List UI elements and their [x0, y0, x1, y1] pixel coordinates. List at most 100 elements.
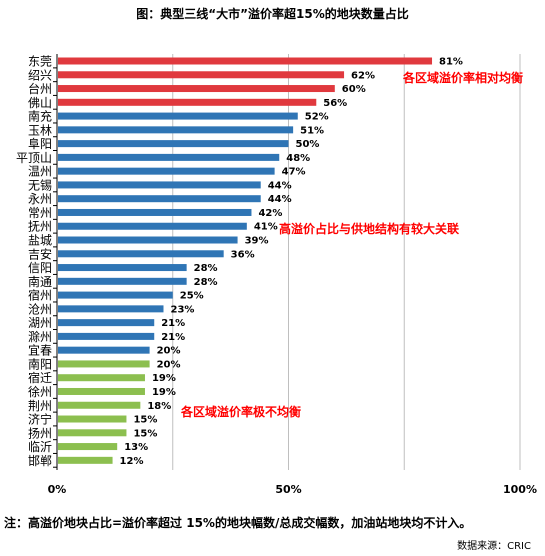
value-label: 21%: [161, 332, 185, 343]
bar: [58, 85, 335, 93]
bar: [58, 140, 289, 148]
bar: [58, 291, 173, 299]
category-label: 无锡: [28, 177, 52, 192]
value-label: 21%: [161, 318, 185, 329]
bar: [58, 181, 261, 189]
category-label: 济宁: [28, 412, 52, 427]
bar: [58, 429, 127, 437]
category-label: 南充: [28, 109, 52, 124]
bar: [58, 112, 298, 120]
bar: [58, 236, 238, 244]
bar: [58, 332, 155, 340]
bar: [58, 126, 294, 134]
value-label: 60%: [342, 84, 366, 95]
category-label: 阜阳: [28, 137, 52, 151]
bar: [58, 305, 164, 313]
category-label: 温州: [28, 165, 52, 179]
bar: [58, 208, 252, 216]
bar: [58, 360, 150, 368]
category-label: 佛山: [28, 96, 52, 110]
value-label: 44%: [268, 194, 292, 205]
value-label: 13%: [124, 442, 148, 453]
bar: [58, 222, 247, 230]
category-label: 抚州: [28, 220, 52, 234]
value-label: 28%: [194, 277, 218, 288]
category-label: 信阳: [28, 261, 52, 275]
category-label: 宿州: [28, 288, 52, 303]
value-label: 12%: [120, 456, 144, 467]
annotation-unbalanced: 各区域溢价率极不均衡: [180, 404, 301, 419]
bar: [58, 264, 187, 272]
category-label: 滁州: [28, 329, 52, 344]
value-label: 15%: [133, 415, 157, 426]
bar: [58, 57, 433, 65]
value-label: 52%: [305, 112, 329, 123]
category-label: 扬州: [28, 425, 52, 440]
value-label: 48%: [286, 153, 310, 164]
value-label: 44%: [268, 180, 292, 191]
value-label: 50%: [296, 139, 320, 150]
value-label: 15%: [133, 428, 157, 439]
value-label: 19%: [152, 387, 176, 398]
bar: [58, 387, 145, 395]
value-label: 20%: [157, 346, 181, 357]
bar: [58, 71, 345, 79]
value-label: 47%: [282, 167, 306, 178]
category-label: 常州: [28, 206, 52, 220]
category-label: 临沂: [28, 440, 52, 454]
bar: [58, 415, 127, 423]
bar: [58, 195, 261, 203]
category-label: 台州: [28, 81, 52, 96]
label-layer: 东莞 81% 绍兴 62% 台州 60% 佛山 56% 南充 52% 玉林 51% 阜阳 50% 平顶山 48…: [16, 55, 463, 468]
category-label: 绍兴: [28, 68, 52, 82]
bar: [58, 456, 113, 464]
value-label: 25%: [180, 291, 204, 302]
value-label: 51%: [300, 125, 324, 136]
value-label: 28%: [194, 263, 218, 274]
value-label: 41%: [254, 222, 278, 233]
category-label: 盐城: [28, 234, 52, 248]
value-label: 19%: [152, 373, 176, 384]
category-label: 南阳: [28, 356, 52, 371]
bar: [58, 346, 150, 354]
category-label: 南通: [28, 274, 52, 289]
bar: [58, 319, 155, 327]
grid-layer: [172, 54, 521, 470]
category-label: 沧州: [28, 301, 52, 316]
category-label: 玉林: [28, 123, 52, 137]
bar: [58, 167, 275, 175]
bar: [58, 443, 118, 451]
value-label: 39%: [245, 236, 269, 247]
bar-layer: [58, 57, 433, 464]
bar: [58, 401, 141, 409]
annotation-supply-structure: 高溢价占比与供地结构有较大关联: [279, 221, 459, 236]
bar: [58, 153, 280, 161]
x-tick-label: 100%: [503, 483, 537, 496]
annotation-balanced: 各区域溢价率相对均衡: [402, 70, 523, 85]
x-tick-label: 50%: [275, 483, 301, 496]
value-label: 56%: [323, 98, 347, 109]
axis-layer: 0% 50% 100%: [48, 54, 537, 496]
source-note: 数据来源：CRIC: [457, 541, 531, 552]
category-label: 宿迁: [28, 370, 52, 385]
category-label: 荆州: [28, 399, 52, 413]
bar: [58, 374, 145, 382]
category-label: 吉安: [28, 246, 52, 261]
category-label: 湖州: [28, 315, 52, 330]
bar: [58, 277, 187, 285]
value-label: 20%: [157, 359, 181, 370]
category-label: 东莞: [28, 55, 52, 69]
value-label: 42%: [258, 208, 282, 219]
value-label: 18%: [147, 401, 171, 412]
bar: [58, 250, 224, 258]
value-label: 81%: [439, 57, 463, 68]
category-label: 宜春: [28, 343, 52, 358]
category-label: 平顶山: [16, 151, 52, 165]
bar: [58, 98, 317, 106]
category-label: 邯郸: [28, 453, 52, 468]
category-label: 徐州: [28, 384, 52, 399]
category-label: 永州: [28, 192, 52, 206]
footnote: 注：高溢价地块占比=溢价率超过 15%的地块幅数/总成交幅数，加油站地块均不计入…: [4, 516, 472, 530]
